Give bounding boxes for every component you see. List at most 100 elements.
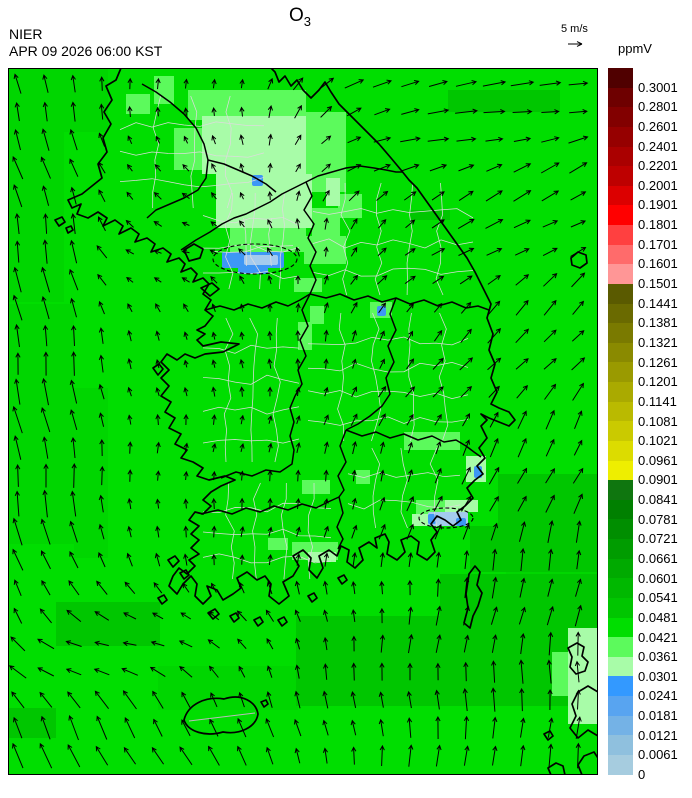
wind-arrow [379, 662, 385, 681]
patch-light [298, 322, 312, 350]
low-o3-cell [428, 514, 436, 524]
wind-arrow [13, 128, 21, 151]
wind-arrow [97, 216, 106, 232]
wind-arrow [568, 135, 589, 144]
wind-arrow [239, 554, 245, 565]
wind-arrow [99, 465, 105, 486]
sw-islet-2 [179, 569, 190, 580]
wind-arrow [42, 101, 48, 122]
wind-arrow [69, 239, 78, 264]
wind-arrow [294, 690, 301, 709]
west-islet-2 [65, 225, 74, 234]
kyushu-coast-2 [569, 685, 599, 739]
patch-pale [412, 514, 428, 526]
concentration-map [8, 67, 599, 776]
metro-city-outlines [212, 243, 474, 529]
wind-arrow [42, 324, 49, 347]
wind-arrow [12, 742, 24, 769]
wind-arrow [266, 247, 273, 257]
wind-arrow [43, 213, 49, 234]
wind-arrow [435, 662, 441, 681]
wind-arrow [239, 443, 245, 453]
wind-arrow [574, 410, 583, 429]
wind-vector-arrows [8, 73, 589, 769]
wind-arrow [292, 77, 304, 91]
wind-arrow [127, 414, 133, 425]
colorbar-segment [608, 676, 633, 696]
wind-arrow [401, 108, 420, 115]
wind-arrow [347, 136, 362, 144]
county-line [249, 317, 258, 463]
county-line [400, 447, 408, 529]
colorbar-tick-label: 0 [638, 767, 646, 782]
wind-arrow [378, 691, 384, 708]
wind-arrow [569, 109, 588, 115]
wind-arrow [237, 745, 247, 766]
wind-arrow [323, 301, 329, 314]
wind-arrow [39, 691, 53, 708]
wind-arrow [323, 246, 329, 257]
city-dashed-outline [418, 507, 474, 529]
wind-arrow [96, 580, 108, 595]
wind-arrow [518, 606, 526, 625]
wind-arrow [70, 101, 76, 122]
wind-arrow [351, 746, 357, 765]
wind-arrow [71, 351, 77, 376]
wind-arrow [379, 580, 385, 595]
colorbar-segment [608, 754, 633, 775]
wind-arrow [155, 330, 161, 341]
wind-arrow [70, 186, 77, 205]
wind-arrow [542, 247, 558, 257]
wind-arrow [41, 377, 49, 406]
wind-arrow [294, 580, 300, 595]
wind-arrow [155, 135, 161, 144]
wind-arrow [322, 719, 329, 736]
colorbar-segment [608, 735, 633, 755]
wind-arrow [98, 327, 105, 344]
wind-arrow [65, 668, 82, 676]
wind-arrow [295, 274, 301, 284]
wind-arrow [180, 612, 192, 620]
wind-arrow [404, 248, 416, 256]
patch-light [404, 432, 460, 450]
patch-light [268, 538, 288, 550]
colorbar-tick-label: 0.1381 [638, 315, 678, 331]
wind-arrow [183, 553, 189, 566]
wind-arrow [545, 468, 555, 484]
wind-arrow [487, 357, 502, 371]
wind-arrow [461, 495, 472, 512]
korea-mainland-coast [67, 67, 516, 605]
wind-arrow [97, 273, 107, 286]
wind-arrow [378, 302, 387, 314]
colorbar-tick-label: 0.0181 [638, 708, 678, 724]
wind-arrow [239, 134, 245, 145]
patch-dark [410, 210, 450, 220]
colorbar-segment [608, 558, 633, 579]
county-line [202, 374, 300, 385]
county-line [406, 182, 414, 296]
wind-arrow [210, 192, 217, 200]
wind-arrow [407, 441, 413, 454]
wind-arrow [485, 190, 503, 202]
county-line [408, 312, 415, 442]
wind-arrow [513, 136, 532, 142]
county-line [307, 362, 469, 373]
county-line [371, 447, 381, 529]
wind-arrow [295, 469, 301, 482]
wind-arrow [347, 164, 362, 172]
wind-arrow [183, 135, 189, 144]
wind-arrow [350, 218, 358, 230]
gyeongbuk-gyeongnam-border [345, 429, 482, 458]
colorbar-legend: 0.3001 0.2801 0.2601 0.2401 0.2201 0.2001 0.19… [608, 68, 692, 782]
wind-arrow [406, 358, 415, 370]
wind-arrow [491, 660, 497, 683]
wind-arrow [12, 156, 24, 180]
wind-arrow [42, 239, 48, 264]
wind-arrow [209, 249, 218, 255]
wind-arrow [183, 442, 189, 453]
wind-arrow [462, 412, 471, 427]
colorbar-tick-label: 0.1801 [638, 217, 678, 233]
county-line [307, 482, 315, 580]
wind-arrow [267, 386, 273, 397]
